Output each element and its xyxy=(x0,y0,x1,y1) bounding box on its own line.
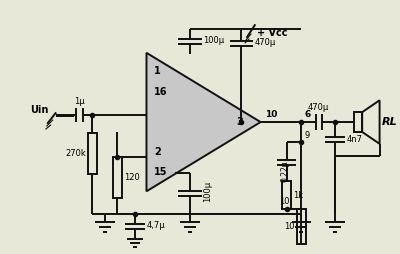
Text: 120: 120 xyxy=(124,173,140,182)
Bar xyxy=(354,112,362,132)
Text: 6: 6 xyxy=(304,110,310,119)
Text: 10: 10 xyxy=(284,222,295,231)
Text: 100μ: 100μ xyxy=(204,37,225,45)
Text: 270k: 270k xyxy=(65,149,86,158)
Text: 0,22μ: 0,22μ xyxy=(280,161,289,182)
Text: 9: 9 xyxy=(304,131,309,140)
Text: 470μ: 470μ xyxy=(308,103,329,112)
Polygon shape xyxy=(362,100,380,144)
Text: 1: 1 xyxy=(154,66,161,76)
Text: 4n7: 4n7 xyxy=(347,135,363,144)
Text: 16: 16 xyxy=(154,87,168,97)
Text: 3: 3 xyxy=(236,117,243,127)
Text: 15: 15 xyxy=(154,167,168,177)
Bar xyxy=(297,209,306,244)
Text: 470μ: 470μ xyxy=(255,38,276,47)
Text: 1k: 1k xyxy=(293,191,303,200)
Text: 1μ: 1μ xyxy=(74,97,84,106)
Text: + Vcc: + Vcc xyxy=(257,28,287,38)
Text: 4,7μ: 4,7μ xyxy=(146,221,165,230)
Bar xyxy=(88,133,97,174)
Text: RL: RL xyxy=(382,117,397,127)
Text: 10: 10 xyxy=(266,110,278,119)
Polygon shape xyxy=(146,53,261,191)
Text: 100μ: 100μ xyxy=(204,181,212,202)
Text: Uin: Uin xyxy=(30,105,49,115)
Text: 2: 2 xyxy=(154,147,161,157)
Bar xyxy=(282,181,291,209)
Text: 10: 10 xyxy=(279,197,290,206)
Bar xyxy=(113,157,122,198)
